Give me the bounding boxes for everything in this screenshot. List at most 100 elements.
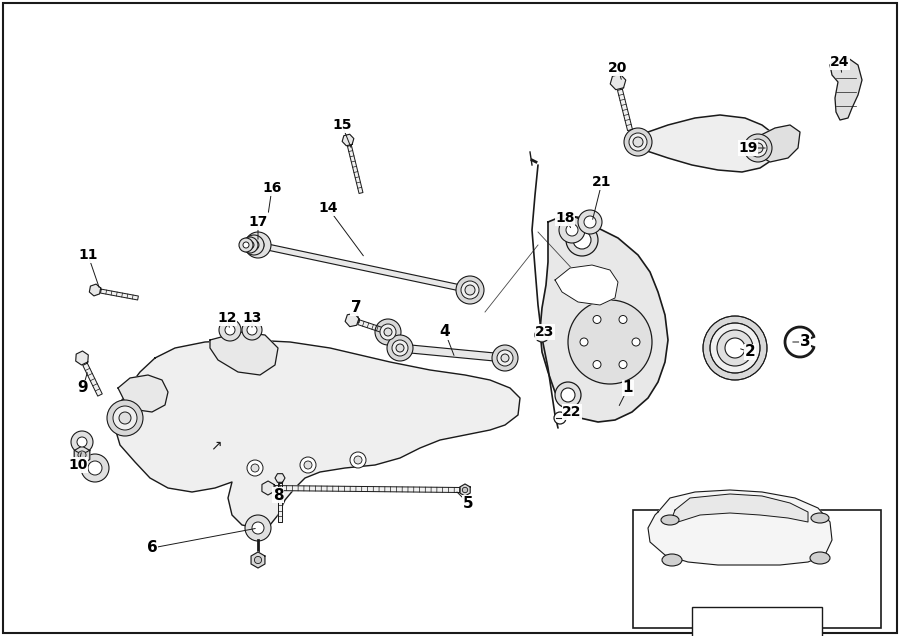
Text: 11: 11 [78, 248, 98, 262]
Circle shape [242, 237, 258, 253]
Circle shape [497, 350, 513, 366]
Polygon shape [555, 265, 618, 305]
Text: 22: 22 [562, 405, 581, 419]
Circle shape [619, 315, 627, 324]
Text: 1: 1 [623, 380, 634, 396]
Circle shape [375, 319, 401, 345]
Circle shape [561, 388, 575, 402]
Circle shape [77, 437, 87, 447]
Circle shape [580, 338, 588, 346]
Circle shape [252, 522, 264, 534]
Circle shape [246, 241, 254, 249]
Circle shape [575, 307, 645, 377]
Circle shape [492, 345, 518, 371]
Circle shape [573, 231, 591, 249]
Circle shape [578, 210, 602, 234]
Text: 7: 7 [351, 300, 361, 315]
Circle shape [252, 239, 264, 251]
Ellipse shape [661, 515, 679, 525]
Circle shape [592, 324, 628, 360]
Circle shape [584, 216, 596, 228]
Text: 8: 8 [273, 488, 284, 502]
Circle shape [555, 382, 581, 408]
Circle shape [78, 451, 86, 459]
Polygon shape [251, 552, 265, 568]
Polygon shape [755, 125, 800, 162]
Circle shape [245, 232, 271, 258]
Circle shape [300, 457, 316, 473]
Circle shape [247, 460, 263, 476]
Text: 18: 18 [555, 211, 575, 225]
Text: 9: 9 [77, 380, 88, 396]
Circle shape [119, 412, 131, 424]
Circle shape [559, 217, 585, 243]
Circle shape [566, 224, 578, 236]
Polygon shape [83, 363, 103, 396]
Circle shape [749, 139, 767, 157]
Polygon shape [74, 446, 90, 464]
Circle shape [461, 281, 479, 299]
Circle shape [593, 361, 601, 368]
Circle shape [456, 276, 484, 304]
Circle shape [225, 325, 235, 335]
Polygon shape [275, 474, 285, 482]
Circle shape [396, 344, 404, 352]
Polygon shape [345, 314, 359, 327]
Polygon shape [358, 320, 382, 333]
Circle shape [568, 300, 652, 384]
Polygon shape [460, 484, 470, 496]
Circle shape [350, 452, 366, 468]
Text: 13: 13 [242, 311, 262, 325]
Polygon shape [342, 134, 354, 146]
Text: 5: 5 [463, 495, 473, 511]
Circle shape [744, 134, 772, 162]
Circle shape [619, 361, 627, 368]
Circle shape [255, 556, 262, 563]
Polygon shape [540, 215, 668, 422]
Circle shape [380, 324, 396, 340]
Circle shape [219, 319, 241, 341]
Polygon shape [262, 481, 274, 495]
Text: 23: 23 [536, 325, 554, 339]
Circle shape [392, 340, 408, 356]
Circle shape [88, 461, 102, 475]
Polygon shape [625, 115, 778, 172]
Text: 15: 15 [332, 118, 352, 132]
Circle shape [566, 224, 598, 256]
Circle shape [725, 338, 745, 358]
Text: 24: 24 [830, 55, 850, 69]
Text: 21: 21 [592, 175, 612, 189]
Text: 6: 6 [147, 541, 158, 555]
Text: 10: 10 [68, 458, 87, 472]
Text: 16: 16 [262, 181, 282, 195]
Polygon shape [648, 490, 832, 565]
Circle shape [710, 323, 760, 373]
Text: 19: 19 [738, 141, 758, 155]
Text: 17: 17 [248, 215, 267, 229]
Polygon shape [617, 89, 633, 130]
Text: 14: 14 [319, 201, 338, 215]
Polygon shape [400, 344, 506, 362]
Circle shape [81, 454, 109, 482]
Circle shape [249, 240, 259, 250]
Circle shape [243, 242, 249, 248]
Circle shape [387, 335, 413, 361]
Text: 2: 2 [744, 345, 755, 359]
Polygon shape [210, 332, 278, 375]
Text: $\nearrow$: $\nearrow$ [208, 439, 222, 453]
Ellipse shape [662, 554, 682, 566]
Circle shape [632, 338, 640, 346]
Polygon shape [115, 340, 520, 528]
Circle shape [633, 137, 643, 147]
Circle shape [242, 320, 262, 340]
Polygon shape [347, 146, 363, 193]
Circle shape [624, 128, 652, 156]
Circle shape [463, 487, 468, 493]
Circle shape [535, 328, 549, 342]
Polygon shape [118, 375, 168, 412]
Circle shape [354, 456, 362, 464]
Circle shape [753, 143, 763, 153]
Polygon shape [89, 284, 101, 296]
Polygon shape [257, 242, 471, 293]
Circle shape [582, 314, 638, 370]
